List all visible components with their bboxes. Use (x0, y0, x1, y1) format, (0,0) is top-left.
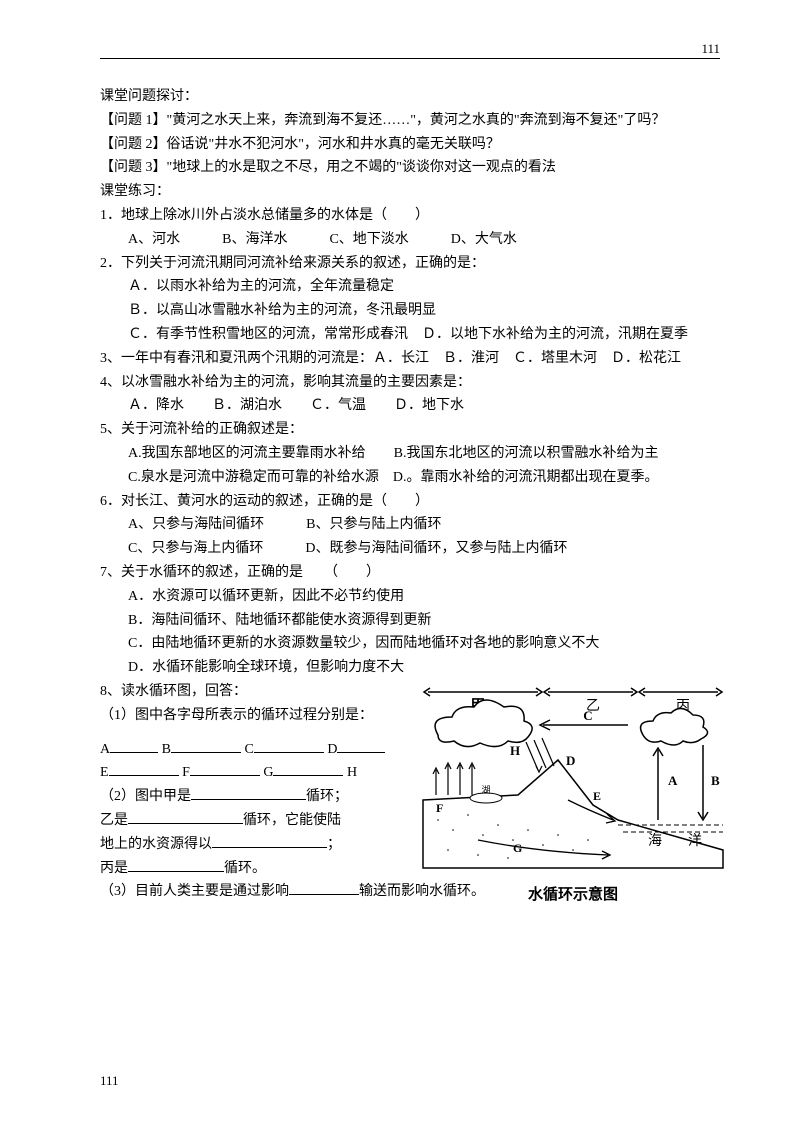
blank[interactable] (128, 857, 224, 872)
q7-opt-b: B．海陆间循环、陆地循环都能使水资源得到更新 (128, 609, 720, 633)
q6-stem: 6．对长江、黄河水的运动的叙述，正确的是（ ） (100, 490, 720, 514)
q2-opt-b: Ｂ．以高山冰雪融水补给为主的河流，冬汛最明显 (128, 299, 720, 323)
blank[interactable] (171, 738, 241, 753)
blank[interactable] (190, 761, 260, 776)
q6-opt-ab: A、只参与海陆间循环 B、只参与陆上内循环 (128, 513, 720, 537)
q5-opt-cd: C.泉水是河流中游稳定而可靠的补给水源 D.。靠雨水补给的河流汛期都出现在夏季。 (128, 466, 720, 490)
blank[interactable] (110, 738, 158, 753)
label-B: B (711, 773, 720, 788)
page: 111 课堂问题探讨： 【问题 1】"黄河之水天上来，奔流到海不复还……"，黄河… (0, 0, 800, 1132)
diagram-svg: 甲 乙 丙 C (418, 680, 728, 870)
water-cycle-diagram: 甲 乙 丙 C (418, 680, 728, 908)
label-hai: 海 (648, 833, 662, 849)
label-F: F (436, 801, 443, 815)
blank[interactable] (109, 761, 179, 776)
blank[interactable] (254, 738, 324, 753)
label-yang: 洋 (688, 833, 702, 849)
label-C: C (583, 708, 592, 723)
q4-options: Ａ．降水 Ｂ．湖泊水 Ｃ．气温 Ｄ．地下水 (128, 394, 720, 418)
diagram-caption: 水循环示意图 (418, 883, 728, 909)
discuss-q1: 【问题 1】"黄河之水天上来，奔流到海不复还……"，黄河之水真的"奔流到海不复还… (100, 109, 720, 133)
blank[interactable] (191, 785, 306, 800)
q8-p2-line3: 地上的水资源得以； (100, 833, 410, 857)
q2-opt-cd: Ｃ．有季节性积雪地区的河流，常常形成春汛 Ｄ．以地下水补给为主的河流，汛期在夏季 (128, 323, 720, 347)
header-rule (100, 58, 720, 59)
q8-block: 甲 乙 丙 C (100, 680, 720, 904)
label-D: D (566, 753, 575, 768)
blank[interactable] (128, 809, 243, 824)
q8-p2-line1: （2）图中甲是循环； (100, 785, 410, 809)
blank[interactable] (212, 833, 327, 848)
q3-stem: 3、一年中有春汛和夏汛两个汛期的河流是：Ａ．长江 Ｂ．淮河 Ｃ．塔里木河 Ｄ．松… (100, 347, 720, 371)
label-E: E (593, 789, 601, 803)
label-G: G (513, 841, 522, 855)
discuss-q3: 【问题 3】"地球上的水是取之不尽，用之不竭的"谈谈你对这一观点的看法 (100, 156, 720, 180)
blank[interactable] (289, 880, 359, 895)
footer-page-number: 111 (100, 1070, 119, 1092)
q7-opt-d: D．水循环能影响全球环境，但影响力度不大 (128, 656, 720, 680)
q5-stem: 5、关于河流补给的正确叙述是： (100, 418, 720, 442)
header-page-number: 111 (701, 38, 720, 60)
q1-stem: 1．地球上除冰川外占淡水总储量多的水体是（ ） (100, 204, 720, 228)
discuss-q2: 【问题 2】俗话说"井水不犯河水"，河水和井水真的毫无关联吗？ (100, 133, 720, 157)
q8-p2-line2: 乙是循环，它能使陆 (100, 809, 410, 833)
section-practice-title: 课堂练习： (100, 180, 720, 204)
label-H: H (510, 743, 520, 758)
q5-opt-ab: A.我国东部地区的河流主要靠雨水补给 B.我国东北地区的河流以积雪融水补给为主 (128, 442, 720, 466)
q6-opt-cd: C、只参与海上内循环 D、既参与海陆间循环，又参与陆上内循环 (128, 537, 720, 561)
q8-blanks-row1: A B C D (100, 738, 410, 762)
section-discuss-title: 课堂问题探讨： (100, 85, 720, 109)
q7-opt-a: A．水资源可以循环更新，因此不必节约使用 (128, 585, 720, 609)
q8-p2-line4: 丙是循环。 (100, 857, 410, 881)
label-A: A (668, 773, 678, 788)
q2-opt-a: Ａ．以雨水补给为主的河流，全年流量稳定 (128, 275, 720, 299)
q7-stem: 7、关于水循环的叙述，正确的是 （ ） (100, 561, 720, 585)
q8-blanks-row2: E F G H (100, 761, 410, 785)
q1-options: A、河水 B、海洋水 C、地下淡水 D、大气水 (128, 228, 720, 252)
blank[interactable] (273, 761, 343, 776)
q2-stem: 2．下列关于河流汛期同河流补给来源关系的叙述，正确的是： (100, 252, 720, 276)
label-lake: 湖 (481, 785, 490, 795)
blank[interactable] (337, 738, 385, 753)
content: 课堂问题探讨： 【问题 1】"黄河之水天上来，奔流到海不复还……"，黄河之水真的… (100, 85, 720, 904)
q7-opt-c: C．由陆地循环更新的水资源数量较少，因而陆地循环对各地的影响意义不大 (128, 632, 720, 656)
q4-stem: 4、以冰雪融水补给为主的河流，影响其流量的主要因素是： (100, 371, 720, 395)
